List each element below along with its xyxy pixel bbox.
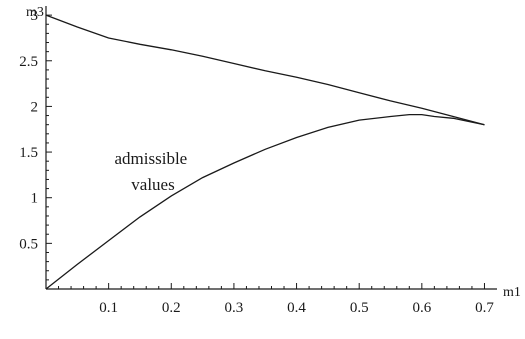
x-tick-label: 0.4 (287, 300, 306, 316)
y-tick-label: 2.5 (19, 54, 38, 70)
x-axis-label: m1 (503, 285, 521, 300)
upper-bound-curve (45, 14, 485, 126)
annotation-line-2: values (131, 175, 174, 194)
y-axis-label: m3 (26, 5, 44, 20)
annotation-line-1: admissible (115, 149, 188, 168)
x-tick-label: 0.1 (99, 300, 118, 316)
admissible-values-annotation: admissible values (115, 149, 192, 194)
x-tick-label: 0.3 (225, 300, 244, 316)
x-tick-label: 0.6 (412, 300, 431, 316)
x-tick-label: 0.7 (475, 300, 494, 316)
y-tick-label: 0.5 (19, 236, 38, 252)
y-tick-label: 2 (31, 99, 39, 115)
y-tick-label: 3 (31, 8, 39, 24)
y-tick-label: 1 (31, 191, 39, 207)
y-tick-label: 1.5 (19, 145, 38, 161)
lower-bound-curve (45, 113, 485, 290)
ticks: 0.1 0.2 0.3 0.4 0.5 0.6 0.7 0.5 1 1.5 2 2.5 3 (19, 8, 494, 316)
series-group (45, 14, 485, 290)
x-tick-label: 0.5 (350, 300, 369, 316)
x-tick-label: 0.2 (162, 300, 181, 316)
